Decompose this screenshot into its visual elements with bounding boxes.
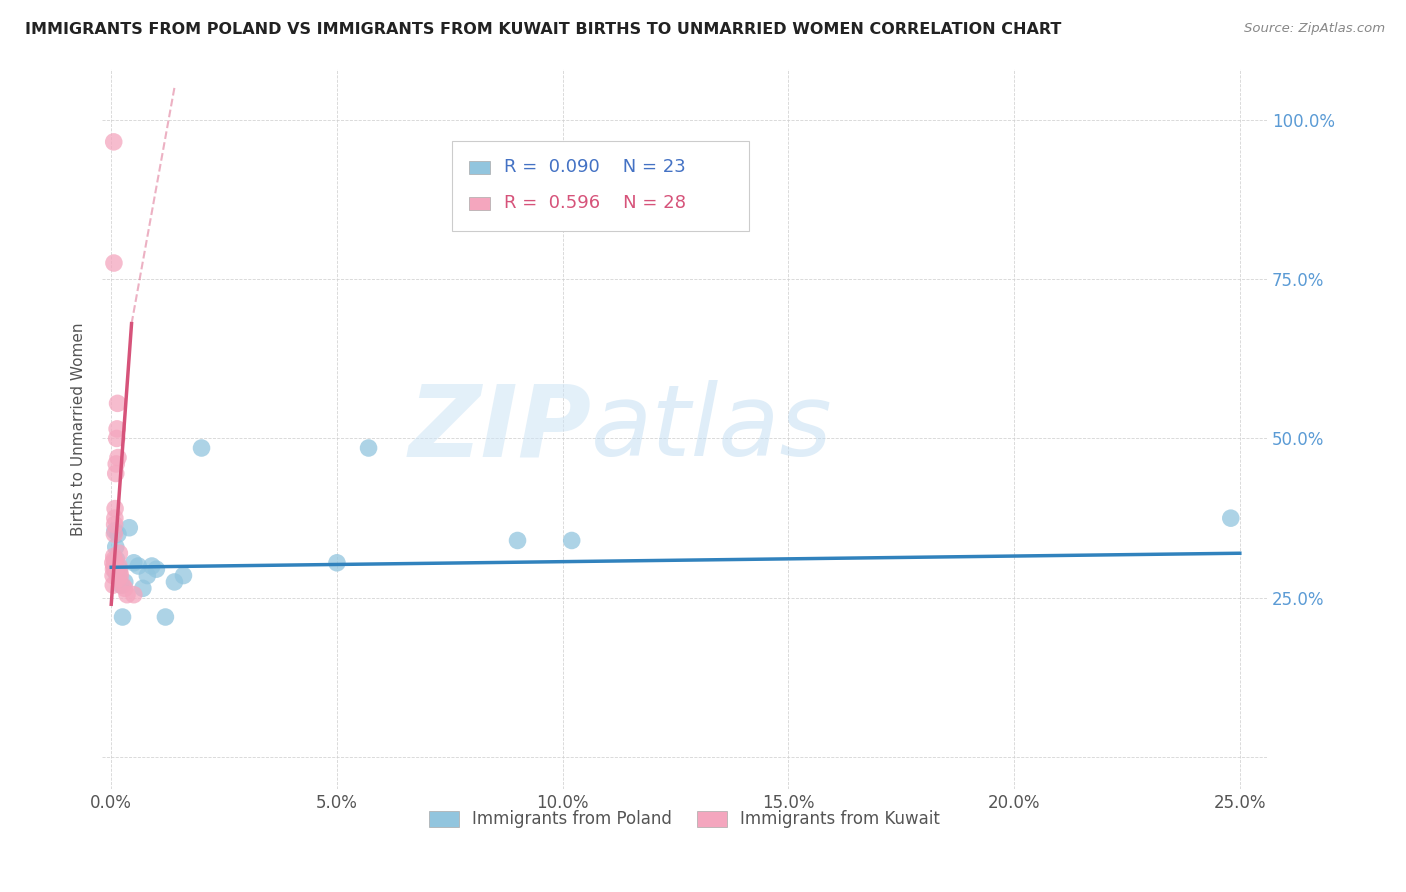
FancyBboxPatch shape — [470, 197, 491, 210]
Point — [105, 457, 128, 471]
Point — [103, 135, 125, 149]
Point — [105, 422, 128, 436]
Point — [127, 559, 149, 574]
Point — [103, 562, 125, 576]
Point — [103, 256, 125, 270]
FancyBboxPatch shape — [470, 161, 491, 174]
Legend: Immigrants from Poland, Immigrants from Kuwait: Immigrants from Poland, Immigrants from … — [422, 804, 946, 835]
Text: atlas: atlas — [592, 380, 832, 477]
Point — [104, 562, 127, 576]
Point — [105, 432, 128, 446]
Point — [163, 574, 186, 589]
Text: IMMIGRANTS FROM POLAND VS IMMIGRANTS FROM KUWAIT BIRTHS TO UNMARRIED WOMEN CORRE: IMMIGRANTS FROM POLAND VS IMMIGRANTS FRO… — [25, 22, 1062, 37]
Text: R =  0.090    N = 23: R = 0.090 N = 23 — [503, 158, 686, 177]
FancyBboxPatch shape — [451, 141, 748, 231]
Point — [111, 578, 134, 592]
Point — [1219, 511, 1241, 525]
Point — [107, 396, 129, 410]
Point — [104, 556, 127, 570]
Point — [110, 578, 132, 592]
Point — [103, 578, 125, 592]
Point — [107, 450, 129, 465]
Point — [141, 559, 163, 574]
Point — [108, 562, 131, 576]
Point — [105, 552, 128, 566]
Text: R =  0.596    N = 28: R = 0.596 N = 28 — [503, 194, 686, 212]
Point — [104, 524, 127, 538]
Point — [108, 546, 131, 560]
Point — [326, 556, 349, 570]
Point — [111, 610, 134, 624]
Point — [118, 521, 141, 535]
Point — [107, 572, 129, 586]
Point — [103, 527, 125, 541]
Text: ZIP: ZIP — [408, 380, 592, 477]
Point — [104, 511, 127, 525]
Point — [108, 566, 131, 580]
Point — [101, 556, 124, 570]
Point — [122, 588, 145, 602]
Point — [104, 467, 127, 481]
Point — [132, 582, 155, 596]
Point — [103, 552, 125, 566]
Point — [506, 533, 529, 548]
Point — [110, 568, 132, 582]
Point — [145, 562, 167, 576]
Point — [172, 568, 194, 582]
Point — [122, 556, 145, 570]
Point — [104, 566, 127, 580]
Point — [190, 441, 212, 455]
Point — [108, 559, 131, 574]
Point — [115, 588, 138, 602]
Point — [357, 441, 380, 455]
Y-axis label: Births to Unmarried Women: Births to Unmarried Women — [72, 322, 86, 535]
Point — [101, 568, 124, 582]
Text: Source: ZipAtlas.com: Source: ZipAtlas.com — [1244, 22, 1385, 36]
Point — [155, 610, 177, 624]
Point — [104, 517, 127, 532]
Point — [103, 549, 125, 564]
Point — [104, 501, 127, 516]
Point — [561, 533, 583, 548]
Point — [114, 574, 136, 589]
Point — [136, 568, 159, 582]
Point — [107, 527, 129, 541]
Point — [103, 559, 125, 574]
Point — [114, 582, 136, 596]
Point — [104, 540, 127, 554]
